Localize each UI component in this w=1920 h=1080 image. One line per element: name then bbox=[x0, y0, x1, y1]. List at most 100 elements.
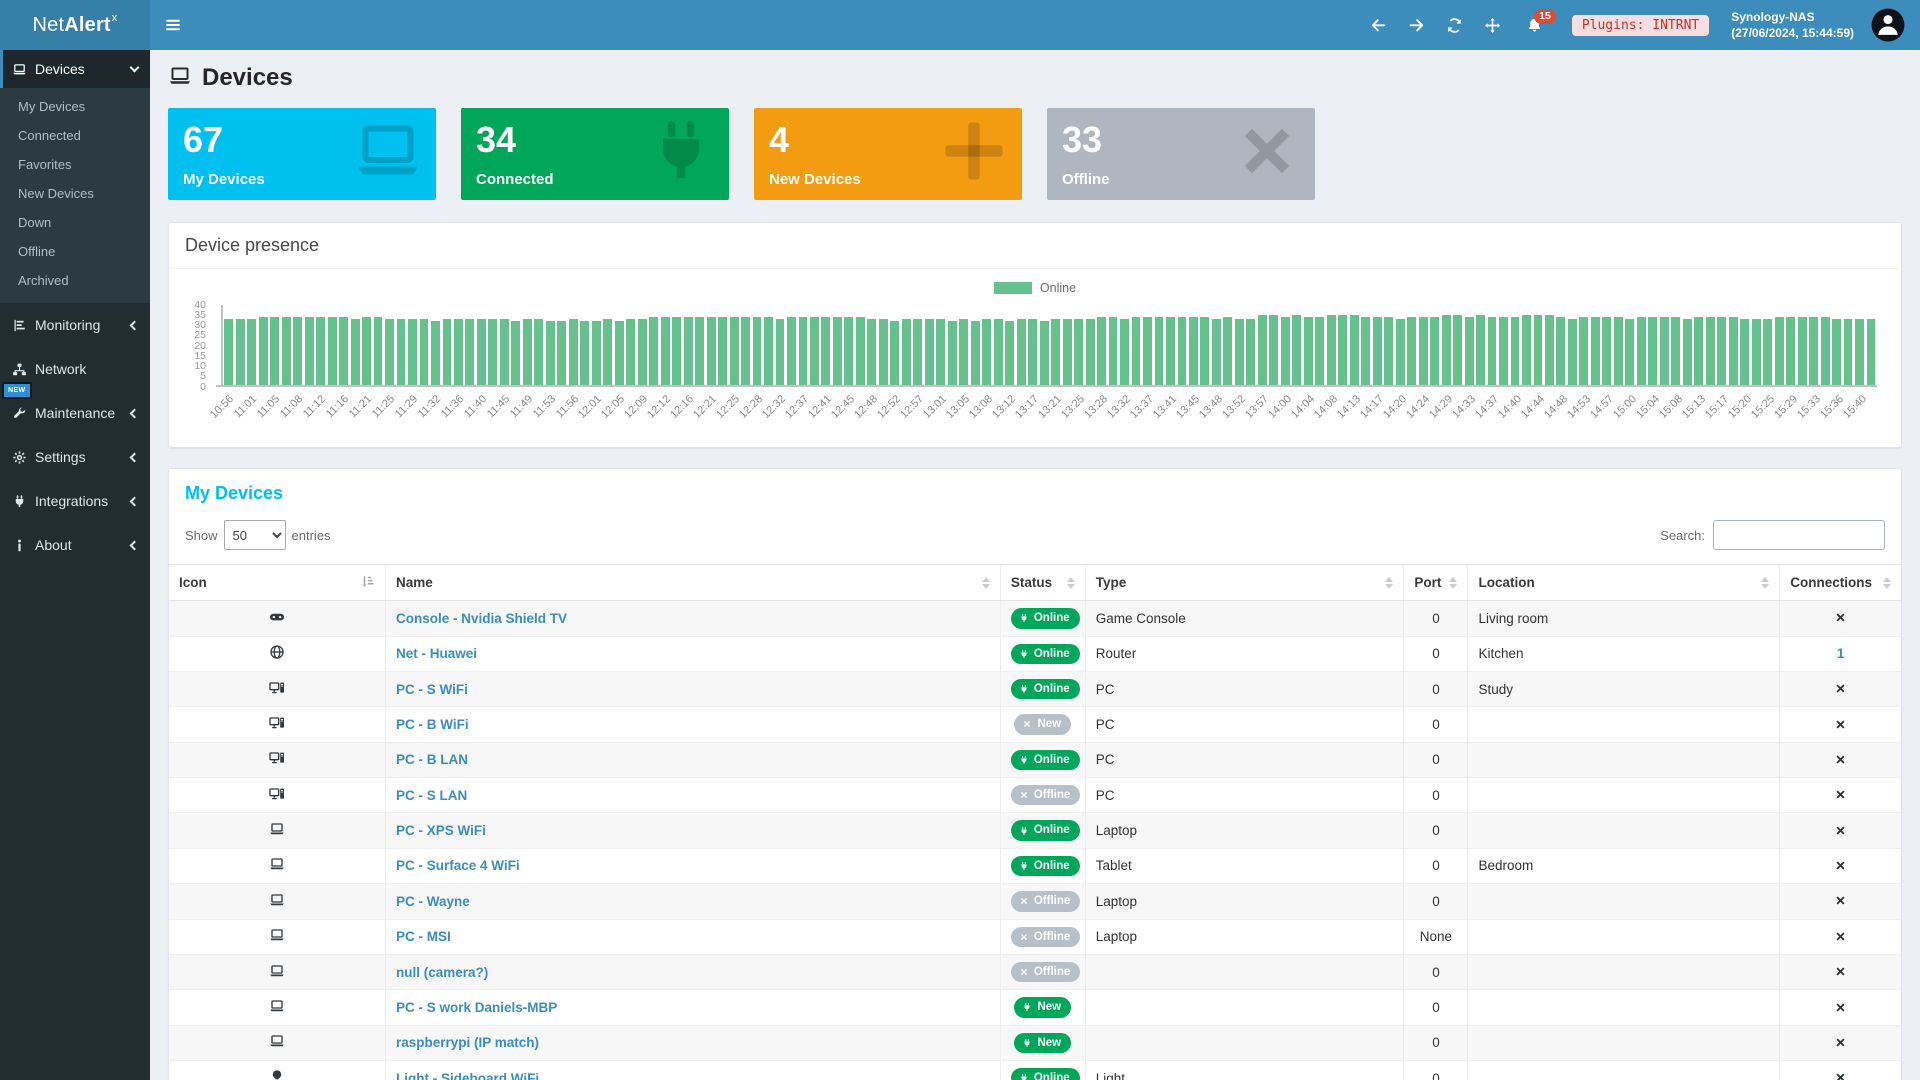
device-name-link[interactable]: PC - Surface 4 WiFi bbox=[396, 858, 520, 874]
device-row: Net - Huawei Online Router 0 Kitchen 1 bbox=[169, 635, 1901, 672]
summary-card-connected[interactable]: 34 Connected bbox=[461, 108, 729, 200]
delete-connection-icon[interactable] bbox=[1834, 788, 1847, 803]
column-header-status[interactable]: Status bbox=[999, 563, 1086, 602]
plug-icon bbox=[1024, 1003, 1030, 1012]
chart-bar bbox=[1097, 317, 1106, 385]
sidebar-item-monitoring[interactable]: Monitoring bbox=[0, 303, 150, 347]
delete-connection-icon[interactable] bbox=[1834, 858, 1847, 873]
sidebar-item-label: Network bbox=[35, 361, 87, 377]
delete-connection-icon[interactable] bbox=[1834, 823, 1847, 838]
chart-bar bbox=[947, 321, 957, 385]
sidebar-item-favorites[interactable]: Favorites bbox=[18, 157, 72, 172]
chart-bar bbox=[878, 319, 888, 385]
device-name-link[interactable]: Console - Nvidia Shield TV bbox=[396, 610, 568, 626]
column-header-connections[interactable]: Connections bbox=[1779, 563, 1901, 602]
device-name-link[interactable]: PC - S work Daniels-MBP bbox=[396, 999, 558, 1015]
notifications-count-badge: 15 bbox=[1534, 8, 1556, 25]
page-length-select[interactable]: 50 bbox=[223, 520, 286, 550]
sidebar-toggle-button[interactable] bbox=[150, 0, 196, 50]
column-header-type[interactable]: Type bbox=[1084, 563, 1404, 602]
user-avatar[interactable] bbox=[1870, 7, 1906, 43]
times-icon bbox=[1836, 1038, 1845, 1047]
device-port: 0 bbox=[1403, 776, 1468, 813]
app-logo[interactable]: Net Alert x bbox=[0, 0, 150, 50]
chart-bar bbox=[419, 319, 429, 385]
device-name-link[interactable]: PC - B LAN bbox=[396, 752, 468, 768]
chart-bar bbox=[810, 317, 819, 385]
device-name-link[interactable]: Light - Sideboard WiFi bbox=[396, 1070, 540, 1080]
plugins-status-badge[interactable]: Plugins: INTRNT bbox=[1571, 14, 1710, 36]
device-name-link[interactable]: raspberrypi (IP match) bbox=[396, 1035, 540, 1051]
chart-bar bbox=[1625, 319, 1635, 385]
device-name-link[interactable]: PC - Wayne bbox=[396, 893, 470, 909]
summary-card-my-devices[interactable]: 67 My Devices bbox=[168, 108, 436, 200]
device-name-link[interactable]: PC - B WiFi bbox=[396, 716, 469, 732]
delete-connection-icon[interactable] bbox=[1834, 894, 1847, 909]
notifications-button[interactable]: 15 bbox=[1524, 8, 1556, 34]
y-tick-label: 25 bbox=[194, 329, 206, 342]
chart-bar bbox=[1613, 317, 1623, 385]
sidebar-item-devices[interactable]: Devices bbox=[0, 50, 150, 88]
x-tick-label: 13:05 bbox=[944, 393, 973, 421]
sidebar: Devices My Devices Connected Favorites New D… bbox=[0, 50, 150, 1080]
refresh-button[interactable] bbox=[1444, 17, 1466, 34]
chart-bar bbox=[1177, 317, 1187, 385]
delete-connection-icon[interactable] bbox=[1834, 611, 1847, 626]
column-header-location[interactable]: Location bbox=[1467, 563, 1780, 602]
summary-card-new-devices[interactable]: 4 New Devices bbox=[754, 108, 1022, 200]
chevron-left-icon bbox=[129, 320, 140, 330]
back-arrow-button[interactable] bbox=[1368, 17, 1390, 34]
sidebar-item-maintenance[interactable]: Maintenance NEW bbox=[0, 382, 150, 435]
status-label: Offline bbox=[1033, 965, 1071, 978]
x-tick-label: 13:37 bbox=[1128, 393, 1157, 421]
chart-title: Device presence bbox=[185, 235, 320, 255]
sidebar-item-settings[interactable]: Settings bbox=[0, 435, 150, 479]
sidebar-item-offline[interactable]: Offline bbox=[18, 244, 56, 259]
x-tick-label: 14:37 bbox=[1473, 393, 1502, 421]
delete-connection-icon[interactable] bbox=[1834, 717, 1847, 732]
chart-bar bbox=[1717, 317, 1727, 385]
sidebar-item-down[interactable]: Down bbox=[18, 215, 52, 230]
chart-bar bbox=[959, 319, 969, 385]
device-name-link[interactable]: null (camera?) bbox=[396, 964, 489, 980]
card-label: Connected bbox=[476, 171, 554, 188]
move-button[interactable] bbox=[1482, 17, 1504, 34]
delete-connection-icon[interactable] bbox=[1834, 1000, 1847, 1015]
card-label: New Devices bbox=[769, 171, 861, 188]
status-badge: Online bbox=[1010, 678, 1080, 700]
delete-connection-icon[interactable] bbox=[1834, 965, 1847, 980]
delete-connection-icon[interactable] bbox=[1834, 752, 1847, 767]
delete-connection-icon[interactable] bbox=[1834, 1071, 1847, 1080]
chart-bar bbox=[1487, 317, 1497, 385]
sidebar-item-about[interactable]: About bbox=[0, 523, 150, 567]
x-tick-label: 14:13 bbox=[1335, 393, 1364, 421]
sidebar-item-integrations[interactable]: Integrations bbox=[0, 479, 150, 523]
column-header-port[interactable]: Port bbox=[1403, 563, 1468, 602]
chart-bar bbox=[1326, 315, 1336, 385]
column-header-icon[interactable]: Icon bbox=[169, 563, 386, 602]
device-type: Light bbox=[1084, 1059, 1404, 1080]
device-name-link[interactable]: PC - XPS WiFi bbox=[396, 823, 486, 839]
chart-bar bbox=[247, 319, 257, 385]
device-location bbox=[1467, 706, 1780, 743]
x-tick-label: 15:00 bbox=[1611, 393, 1640, 421]
sidebar-item-new-devices[interactable]: New Devices bbox=[18, 186, 94, 201]
search-input[interactable] bbox=[1713, 520, 1885, 550]
device-name-link[interactable]: PC - S WiFi bbox=[396, 681, 468, 697]
sidebar-item-connected[interactable]: Connected bbox=[18, 128, 81, 143]
sidebar-item-archived[interactable]: Archived bbox=[18, 273, 69, 288]
sidebar-item-my-devices[interactable]: My Devices bbox=[18, 99, 86, 114]
device-name-link[interactable]: PC - S LAN bbox=[396, 787, 468, 803]
forward-arrow-button[interactable] bbox=[1406, 17, 1428, 34]
device-name-link[interactable]: Net - Huawei bbox=[396, 646, 478, 662]
summary-card-offline[interactable]: 33 Offline bbox=[1047, 108, 1315, 200]
delete-connection-icon[interactable] bbox=[1834, 682, 1847, 697]
connections-link[interactable]: 1 bbox=[1836, 646, 1845, 662]
delete-connection-icon[interactable] bbox=[1834, 929, 1847, 944]
delete-connection-icon[interactable] bbox=[1834, 1035, 1847, 1050]
sidebar-item-network[interactable]: Network bbox=[0, 347, 150, 391]
x-tick-label: 12:25 bbox=[714, 393, 743, 421]
column-header-name[interactable]: Name bbox=[385, 563, 1001, 602]
device-name-link[interactable]: PC - MSI bbox=[396, 929, 451, 945]
forward-arrow-icon bbox=[1409, 18, 1424, 31]
